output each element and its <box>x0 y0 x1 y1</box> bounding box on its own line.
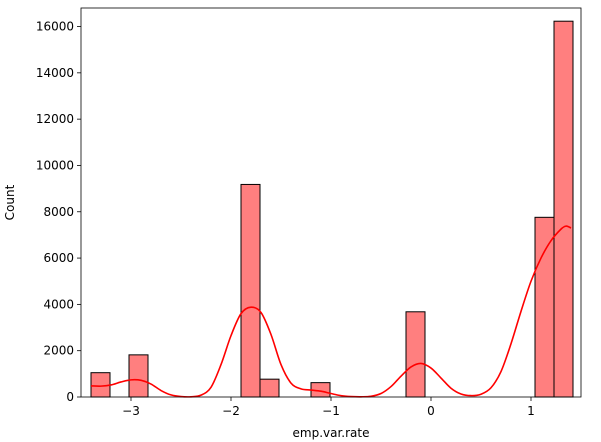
histogram-bars <box>90 20 574 398</box>
histogram-bar <box>240 183 261 398</box>
x-axis-ticks: −3 −2 −1 0 1 <box>122 397 535 418</box>
y-tick-label: 0 <box>66 390 74 404</box>
x-tick-label: −2 <box>222 404 240 418</box>
y-axis-label: Count <box>3 184 17 220</box>
y-tick-label: 8000 <box>43 205 74 219</box>
x-axis-label: emp.var.rate <box>293 426 370 440</box>
y-tick-label: 4000 <box>43 297 74 311</box>
x-tick-label: 1 <box>527 404 535 418</box>
plot-frame <box>80 7 582 398</box>
kde-curve <box>90 225 572 398</box>
x-tick-label: 0 <box>427 404 435 418</box>
histogram-bar <box>259 378 280 398</box>
y-tick-label: 16000 <box>36 20 74 34</box>
histogram-bar <box>128 354 149 398</box>
y-tick-label: 14000 <box>36 66 74 80</box>
y-tick-label: 12000 <box>36 112 74 126</box>
x-tick-label: −1 <box>322 404 340 418</box>
histogram-bar <box>405 311 426 398</box>
y-axis-ticks: 0 2000 4000 6000 8000 10000 12000 14000 16000 <box>36 20 81 404</box>
y-tick-label: 6000 <box>43 251 74 265</box>
x-tick-label: −3 <box>122 404 140 418</box>
histogram-bar <box>553 20 574 398</box>
y-tick-label: 10000 <box>36 158 74 172</box>
y-tick-label: 2000 <box>43 344 74 358</box>
histogram-bar <box>534 216 555 398</box>
